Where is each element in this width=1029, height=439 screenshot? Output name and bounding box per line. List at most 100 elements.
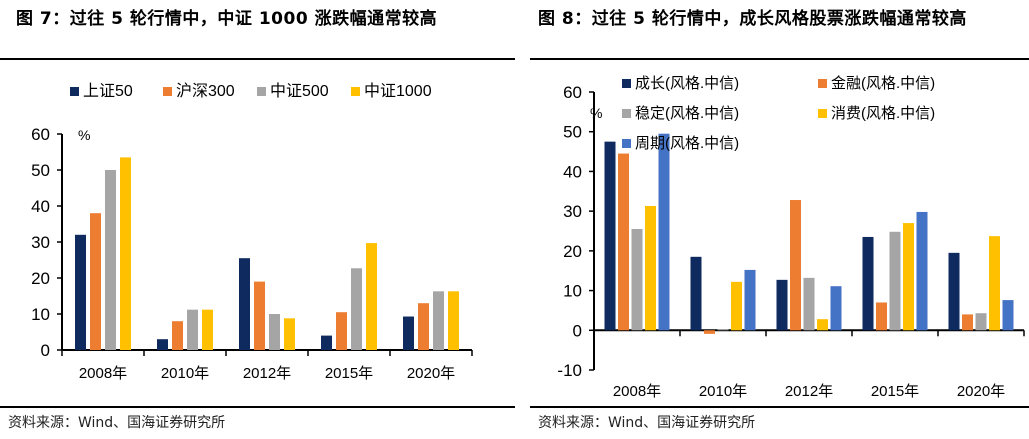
bar-2020年-沪深300 bbox=[418, 303, 429, 350]
figure7-top-rule bbox=[0, 58, 515, 60]
bar-2008年-中证500 bbox=[105, 170, 116, 350]
figure7-source: 资料来源：Wind、国海证券研究所 bbox=[8, 415, 226, 431]
bar-2008年-消费(风格.中信) bbox=[645, 205, 656, 331]
bar-2015年-中证500 bbox=[351, 268, 362, 350]
bar-2012年-沪深300 bbox=[254, 281, 265, 350]
bar-2008年-周期(风格.中信) bbox=[658, 133, 670, 331]
bar-2012年-金融(风格.中信) bbox=[790, 200, 801, 331]
y-tick-label: 20 bbox=[31, 269, 50, 288]
figure7-bottom-rule bbox=[0, 406, 515, 408]
bar-2008年-金融(风格.中信) bbox=[618, 153, 629, 331]
bar-2012年-稳定(风格.中信) bbox=[803, 277, 815, 331]
bar-2010年-消费(风格.中信) bbox=[731, 281, 742, 331]
bar-2010年-金融(风格.中信) bbox=[704, 330, 715, 334]
bar-2015年-沪深300 bbox=[336, 312, 347, 350]
bar-2008年-中证1000 bbox=[120, 157, 131, 350]
bar-2020年-稳定(风格.中信) bbox=[975, 313, 987, 331]
legend-swatch bbox=[622, 79, 631, 88]
x-tick-label: 2020年 bbox=[957, 383, 1005, 400]
figure8-bottom-rule bbox=[530, 406, 1029, 408]
bar-2010年-周期(风格.中信) bbox=[744, 269, 756, 331]
figure7-chart: 0 10 20 30 40 50 60 % 2008年 2010年 2012年 2015年 2020年 上… bbox=[31, 82, 473, 382]
bar-2010年-沪深300 bbox=[172, 321, 183, 350]
legend-swatch bbox=[70, 87, 79, 96]
bar-2015年-消费(风格.中信) bbox=[903, 223, 914, 331]
bar-2012年-上证50 bbox=[239, 258, 250, 350]
bar-2010年-成长(风格.中信) bbox=[690, 256, 702, 331]
y-unit-label: % bbox=[78, 127, 90, 143]
legend-swatch bbox=[257, 87, 266, 96]
legend-label: 稳定(风格.中信) bbox=[635, 105, 739, 122]
y-tick-label: 0 bbox=[41, 341, 50, 360]
legend-swatch bbox=[622, 139, 631, 148]
bar-2015年-稳定(风格.中信) bbox=[889, 231, 901, 331]
figure8-chart: -10 0 10 20 30 40 50 60% 2008年 2010年 2012年 2015年 202… bbox=[557, 75, 1025, 400]
legend-label: 消费(风格.中信) bbox=[831, 105, 935, 122]
legend-swatch bbox=[622, 109, 631, 118]
y-tick-label: 40 bbox=[563, 162, 582, 181]
y-tick-label: 30 bbox=[563, 202, 582, 221]
y-tick-label: 10 bbox=[563, 282, 582, 301]
bar-2012年-成长(风格.中信) bbox=[776, 279, 788, 331]
bar-2008年-成长(风格.中信) bbox=[604, 141, 616, 331]
bar-2020年-中证1000 bbox=[448, 291, 459, 350]
y-tick-label: 10 bbox=[31, 305, 50, 324]
bar-2020年-上证50 bbox=[403, 316, 414, 350]
y-tick-label: 60 bbox=[31, 125, 50, 144]
legend-swatch bbox=[163, 87, 172, 96]
figure8-source: 资料来源：Wind、国海证券研究所 bbox=[538, 415, 756, 431]
x-tick-label: 2015年 bbox=[871, 383, 919, 400]
legend-swatch bbox=[818, 79, 827, 88]
x-tick-label: 2012年 bbox=[243, 365, 291, 382]
x-tick-label: 2008年 bbox=[613, 383, 661, 400]
figure8-title: 图 8：过往 5 轮行情中，成长风格股票涨跌幅通常较高 bbox=[538, 9, 967, 29]
y-tick-label: 60 bbox=[563, 83, 582, 102]
bar-2008年-沪深300 bbox=[90, 213, 101, 350]
bar-2012年-周期(风格.中信) bbox=[830, 286, 842, 331]
bar-2010年-中证500 bbox=[187, 309, 198, 350]
y-tick-label: 0 bbox=[573, 321, 582, 340]
bar-2020年-成长(风格.中信) bbox=[948, 252, 960, 331]
legend-label: 金融(风格.中信) bbox=[831, 75, 935, 92]
y-unit-label: % bbox=[590, 105, 602, 121]
y-tick-label: -10 bbox=[557, 361, 582, 380]
bar-2015年-中证1000 bbox=[366, 243, 377, 350]
x-tick-label: 2020年 bbox=[407, 365, 455, 382]
bar-2012年-消费(风格.中信) bbox=[817, 319, 828, 331]
bar-2010年-上证50 bbox=[157, 339, 168, 350]
y-tick-label: 20 bbox=[563, 242, 582, 261]
y-tick-label: 30 bbox=[31, 233, 50, 252]
bar-2015年-成长(风格.中信) bbox=[862, 236, 874, 331]
figure8-top-rule bbox=[530, 58, 1029, 60]
legend-swatch bbox=[818, 109, 827, 118]
bar-2008年-上证50 bbox=[75, 234, 86, 350]
legend-label: 上证50 bbox=[83, 82, 133, 100]
bar-2015年-金融(风格.中信) bbox=[876, 302, 887, 331]
x-tick-label: 2012年 bbox=[785, 383, 833, 400]
bar-2020年-金融(风格.中信) bbox=[962, 314, 973, 331]
y-tick-label: 50 bbox=[563, 123, 582, 142]
legend-label: 成长(风格.中信) bbox=[635, 75, 739, 92]
bar-2012年-中证1000 bbox=[284, 318, 295, 350]
x-tick-label: 2008年 bbox=[79, 365, 127, 382]
y-tick-label: 50 bbox=[31, 161, 50, 180]
legend-label: 沪深300 bbox=[176, 82, 235, 100]
x-tick-label: 2010年 bbox=[161, 365, 209, 382]
bar-2020年-中证500 bbox=[433, 291, 444, 350]
x-tick-label: 2015年 bbox=[325, 365, 373, 382]
bar-2015年-上证50 bbox=[321, 335, 332, 350]
y-tick-label: 40 bbox=[31, 197, 50, 216]
bar-2010年-稳定(风格.中信) bbox=[717, 329, 729, 331]
legend-label: 中证1000 bbox=[364, 82, 432, 100]
legend-label: 中证500 bbox=[270, 82, 329, 100]
bar-2012年-中证500 bbox=[269, 314, 280, 350]
x-tick-label: 2010年 bbox=[699, 383, 747, 400]
bar-2008年-稳定(风格.中信) bbox=[631, 229, 643, 331]
legend-swatch bbox=[351, 87, 360, 96]
bar-2015年-周期(风格.中信) bbox=[916, 211, 928, 331]
legend-label: 周期(风格.中信) bbox=[635, 135, 739, 152]
bar-2020年-消费(风格.中信) bbox=[989, 236, 1000, 331]
bar-2020年-周期(风格.中信) bbox=[1002, 300, 1014, 331]
bar-2010年-中证1000 bbox=[202, 309, 213, 350]
figure7-title: 图 7：过往 5 轮行情中，中证 1000 涨跌幅通常较高 bbox=[16, 9, 438, 29]
